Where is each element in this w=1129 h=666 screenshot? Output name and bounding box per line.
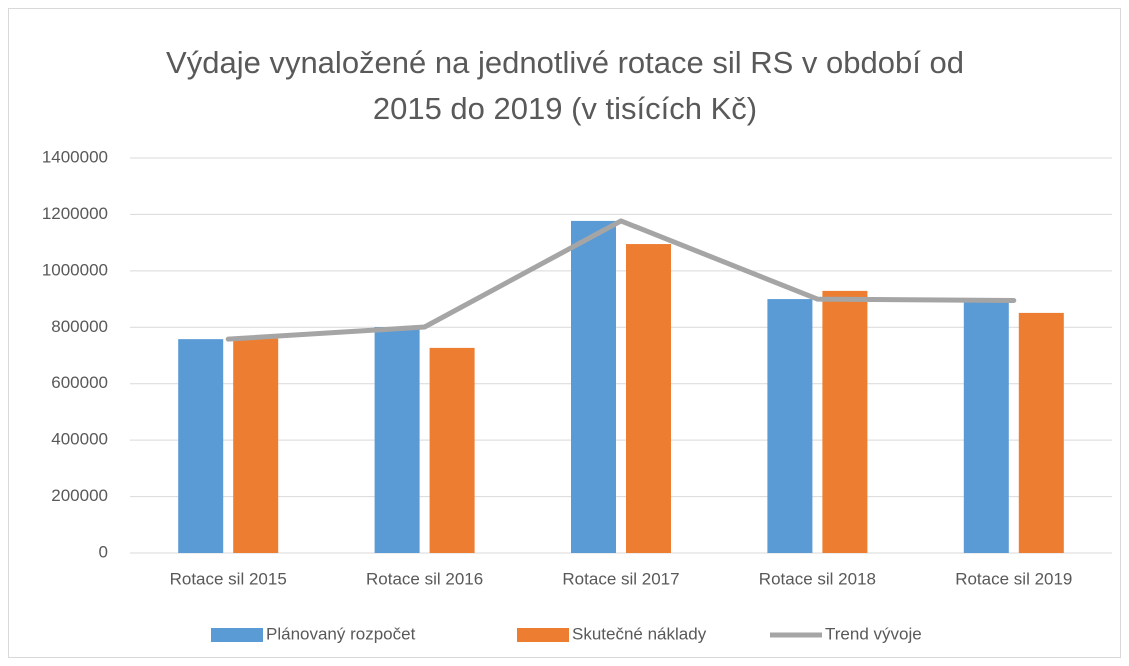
- bar: [178, 339, 224, 553]
- y-tick-label: 0: [99, 542, 108, 561]
- bar: [963, 299, 1009, 553]
- legend-swatch: [517, 628, 569, 642]
- bar: [822, 290, 868, 553]
- legend-swatch: [211, 628, 263, 642]
- y-tick-label: 1000000: [42, 260, 108, 279]
- y-tick-label: 1400000: [42, 147, 108, 166]
- legend-label: Plánovaný rozpočet: [266, 624, 416, 643]
- chart-title: Výdaje vynaložené na jednotlivé rotace s…: [166, 45, 964, 126]
- x-tick-label: Rotace sil 2019: [955, 569, 1072, 588]
- bar: [1018, 312, 1064, 553]
- x-tick-label: Rotace sil 2015: [170, 569, 287, 588]
- bar: [571, 220, 616, 554]
- legend-label: Skutečné náklady: [572, 624, 707, 643]
- x-tick-label: Rotace sil 2017: [562, 569, 679, 588]
- y-tick-label: 200000: [51, 486, 108, 505]
- x-tick-label: Rotace sil 2018: [759, 569, 876, 588]
- y-tick-label: 600000: [51, 373, 108, 392]
- y-tick-label: 1200000: [42, 204, 108, 223]
- bar: [767, 299, 813, 553]
- bar: [626, 244, 671, 553]
- bar: [429, 347, 475, 553]
- legend-label: Trend vývoje: [825, 624, 922, 643]
- bar: [233, 338, 279, 553]
- bar: [374, 327, 420, 553]
- x-tick-label: Rotace sil 2016: [366, 569, 483, 588]
- y-tick-label: 400000: [51, 430, 108, 449]
- y-tick-label: 800000: [51, 317, 108, 336]
- trend-line: [225, 218, 1017, 342]
